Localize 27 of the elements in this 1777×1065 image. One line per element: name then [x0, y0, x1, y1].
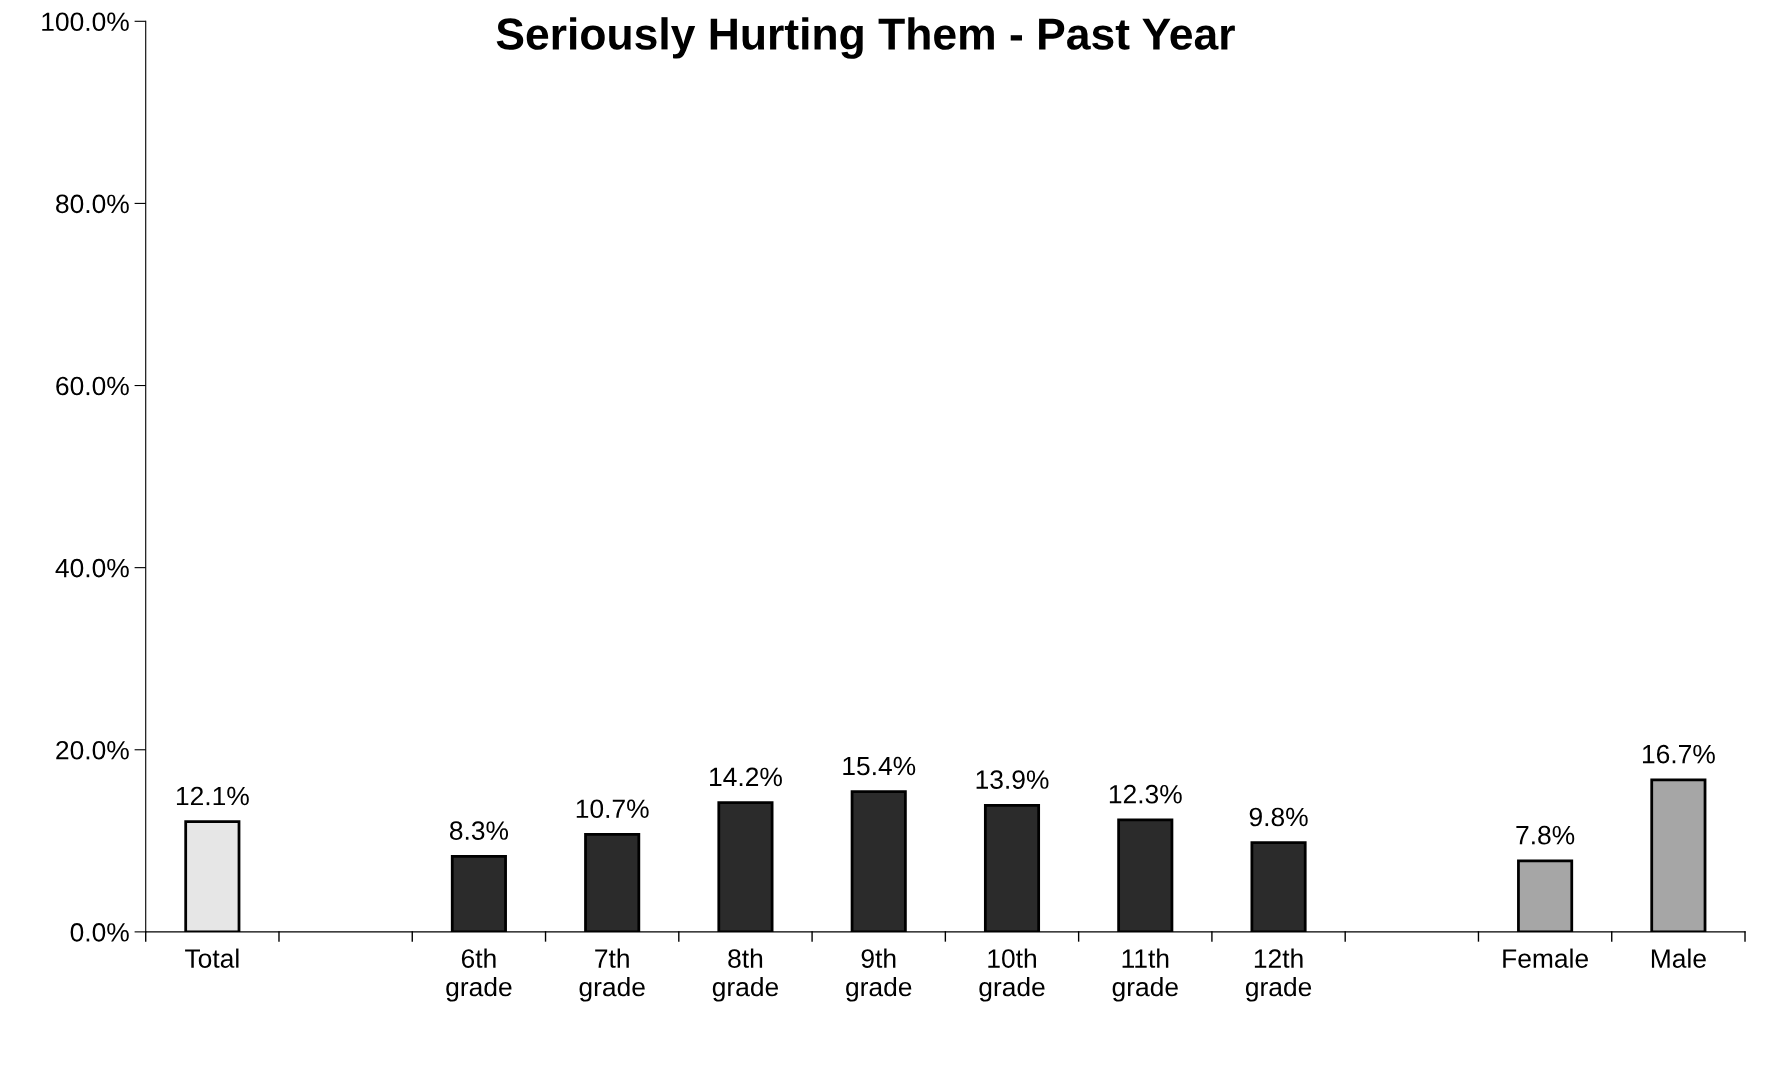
x-tick-label: 10th grade — [979, 948, 1045, 1002]
x-tick-label: Total — [185, 948, 239, 968]
chart-title: Seriously Hurting Them - Past Year — [496, 17, 1235, 59]
x-tick-label: 6th grade — [446, 948, 512, 1002]
x-tick-label: 12th grade — [1245, 948, 1312, 1002]
data-label: 13.9% — [976, 770, 1049, 789]
y-tick-label: 20.0% — [56, 740, 129, 760]
y-tick-label: 100.0% — [42, 12, 129, 32]
x-tick-label: 11th grade — [1112, 948, 1178, 1002]
data-label: 7.8% — [1516, 825, 1575, 845]
data-label: 9.8% — [1249, 807, 1308, 827]
data-label: 12.3% — [1109, 784, 1182, 804]
data-label: 16.7% — [1642, 744, 1715, 764]
x-tick-label: Male — [1651, 948, 1706, 968]
x-tick-label: Female — [1503, 948, 1588, 968]
y-tick-label: 60.0% — [56, 376, 129, 396]
data-label: 12.1% — [176, 786, 249, 806]
y-tick-label: 40.0% — [55, 558, 129, 578]
data-label: 14.2% — [710, 767, 782, 787]
x-tick-label: 8th grade — [712, 948, 779, 1002]
data-label: 8.3% — [449, 821, 509, 840]
x-tick-label: 7th grade — [579, 948, 645, 1002]
y-tick-label: 0.0% — [70, 923, 129, 942]
data-label: 10.7% — [576, 799, 649, 819]
data-label: 15.4% — [843, 756, 916, 776]
y-tick-label: 80.0% — [56, 194, 129, 214]
x-tick-label: 9th grade — [846, 948, 912, 1002]
